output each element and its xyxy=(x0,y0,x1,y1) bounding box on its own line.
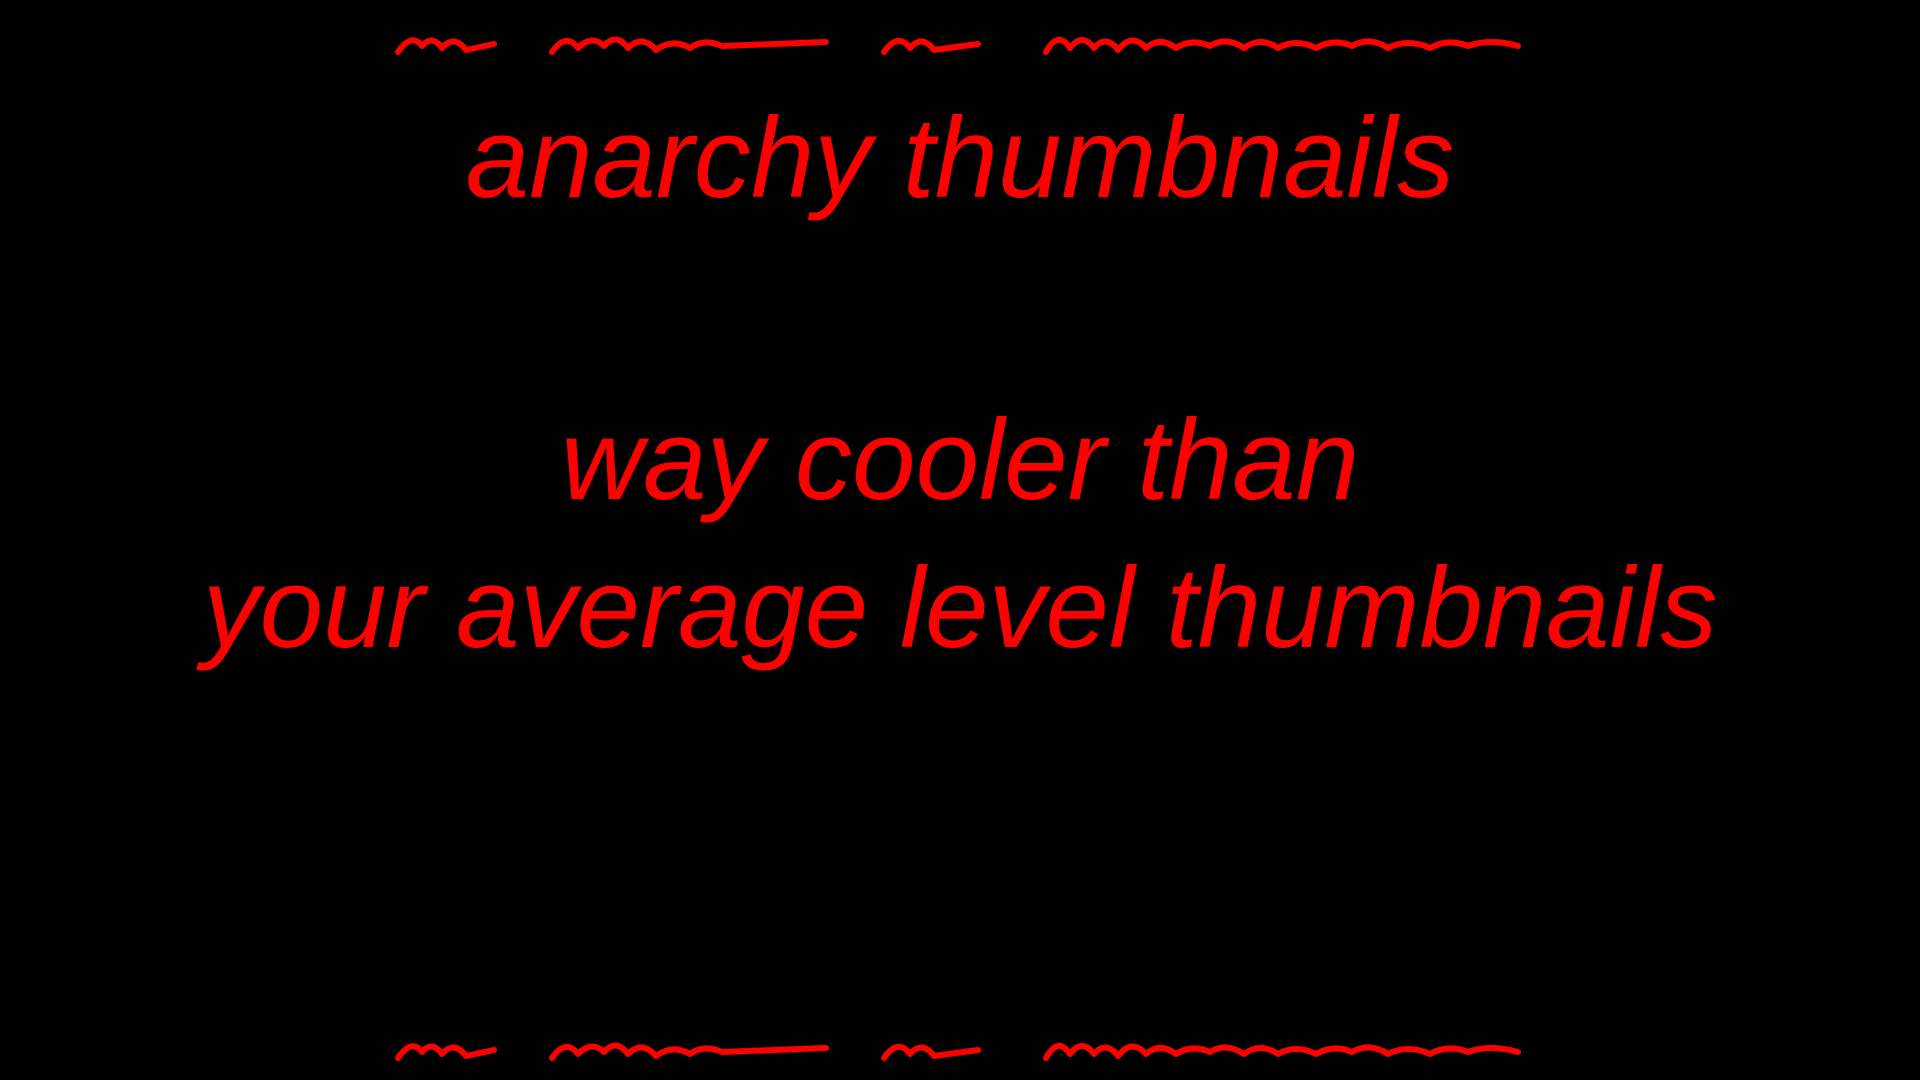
scribble-stroke xyxy=(395,37,497,55)
top-scribble-icon xyxy=(395,36,1521,55)
scribble-stroke xyxy=(881,1044,981,1061)
subtitle-line-1: way cooler than xyxy=(560,397,1360,524)
scribble-stroke xyxy=(1043,37,1521,55)
scribble-stroke xyxy=(395,1043,497,1061)
scribble-stroke xyxy=(881,38,981,55)
bottom-scribble-icon xyxy=(395,1042,1521,1061)
title: anarchy thumbnails xyxy=(465,95,1455,222)
scribble-stroke xyxy=(549,36,829,55)
scribble-stroke xyxy=(549,1042,829,1061)
subtitle-line-2: your average level thumbnails xyxy=(202,545,1718,672)
scribble-stroke xyxy=(1043,1043,1521,1061)
